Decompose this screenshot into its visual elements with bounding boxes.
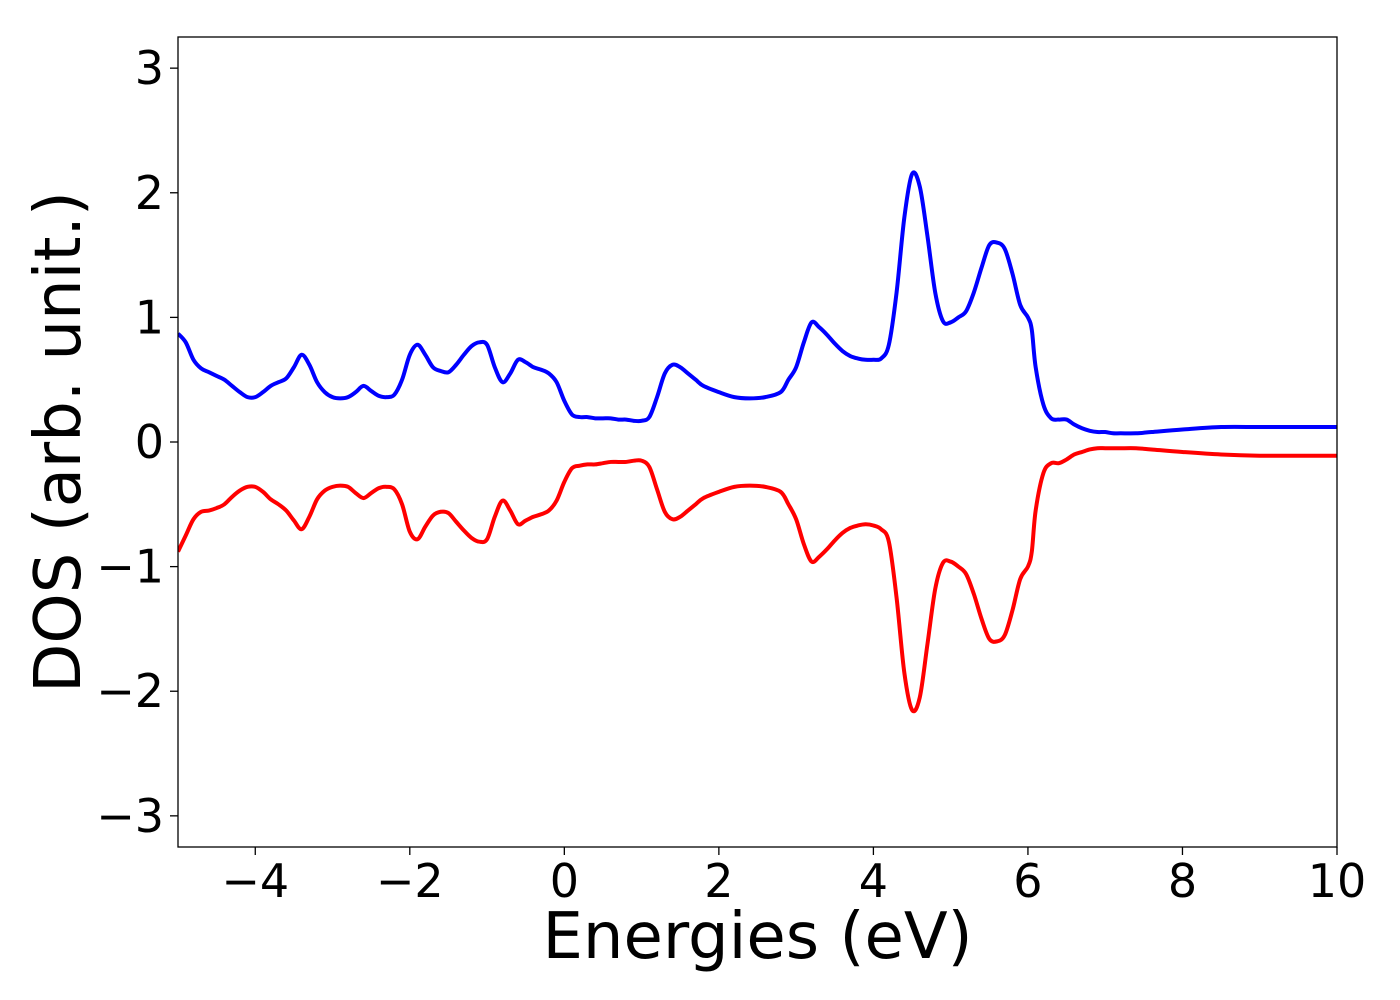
y-tick-label: −3	[96, 789, 164, 843]
x-axis: −4 −2 0 2 4 6 8 10	[221, 847, 1366, 908]
y-tick-label: −1	[96, 540, 164, 594]
x-tick-label: −4	[221, 854, 289, 908]
y-tick-label: −2	[96, 664, 164, 718]
x-tick-label: 0	[550, 854, 579, 908]
x-tick-label: 10	[1308, 854, 1367, 908]
x-tick-label: 8	[1168, 854, 1197, 908]
dos-series-line-blue	[178, 170, 1337, 436]
y-tick-label: 2	[135, 166, 164, 220]
y-axis: −3 −2 −1 0 1 2 3	[96, 41, 178, 843]
y-axis-label: DOS (arb. unit.)	[22, 191, 96, 693]
dos-series-line-red	[178, 446, 1337, 714]
y-tick-label: 0	[135, 415, 164, 469]
y-tick-label: 1	[135, 290, 164, 344]
x-tick-label: 6	[1013, 854, 1042, 908]
y-tick-label: 3	[135, 41, 164, 95]
x-tick-label: −2	[376, 854, 444, 908]
x-tick-label: 4	[859, 854, 888, 908]
x-tick-label: 2	[704, 854, 733, 908]
series-layer	[178, 170, 1337, 714]
plot-frame	[177, 36, 1338, 848]
x-axis-label: Energies (eV)	[542, 900, 972, 974]
